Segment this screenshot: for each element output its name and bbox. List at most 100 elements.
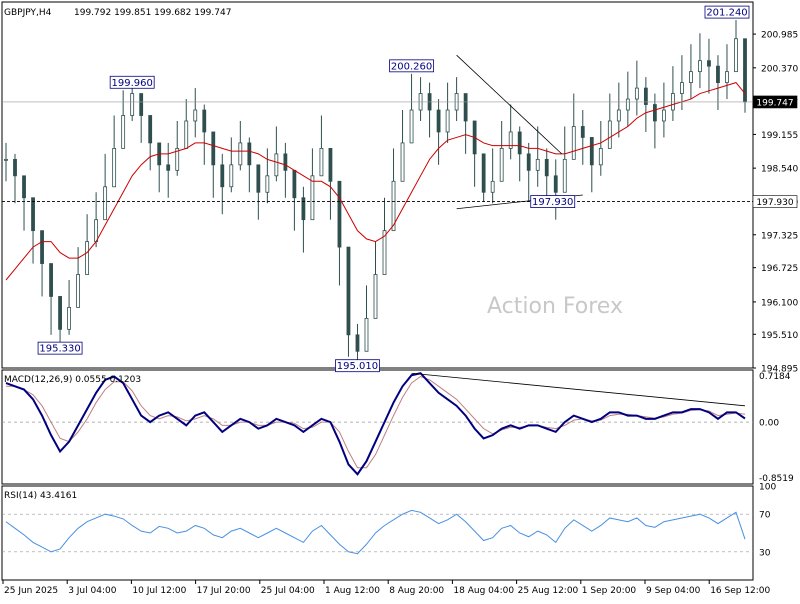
candle-body <box>229 164 234 188</box>
price-candle <box>157 142 162 193</box>
price-candle <box>671 66 675 121</box>
candle-body <box>508 131 513 149</box>
price-candle <box>400 110 405 182</box>
candle-body <box>346 246 351 336</box>
x-tick-label: 8 Aug 20:00 <box>389 586 444 596</box>
price-candle <box>580 110 585 165</box>
x-tick-label: 9 Sep 04:00 <box>646 586 701 596</box>
price-candle <box>436 99 441 165</box>
price-tick-label: 200.985 <box>761 31 798 41</box>
support-price-tag-text: 197.930 <box>756 198 793 208</box>
price-candle <box>445 82 450 143</box>
price-candle <box>58 296 62 345</box>
candle-body <box>175 147 180 171</box>
candle-body <box>4 158 8 161</box>
price-label-box <box>704 5 750 19</box>
price-candle <box>589 137 594 193</box>
price-extreme-label: 201.240 <box>704 5 750 19</box>
macd-trendline[interactable] <box>411 372 746 407</box>
candle-body <box>256 164 261 193</box>
price-candle <box>301 186 306 253</box>
price-trendline[interactable] <box>456 54 563 155</box>
candle-body <box>103 186 108 221</box>
price-candle <box>607 93 612 149</box>
chart-ohlc: 199.792 199.851 199.682 199.747 <box>74 8 231 18</box>
candle-body <box>355 334 360 352</box>
candle-body <box>625 98 630 111</box>
price-extreme-label: 200.260 <box>389 59 434 73</box>
price-candle <box>535 126 540 187</box>
price-candle <box>427 82 432 138</box>
rsi-pane-frame <box>1 485 754 581</box>
candle-body <box>220 164 225 188</box>
price-candle <box>409 73 414 144</box>
price-label-box <box>37 341 83 355</box>
candle-body <box>265 175 270 193</box>
candle-body <box>319 147 324 177</box>
price-candle <box>319 115 324 177</box>
moving-average-line <box>5 82 746 281</box>
candle-body <box>707 60 711 67</box>
candle-body <box>130 93 135 116</box>
price-label-text: 199.960 <box>111 78 152 89</box>
price-extreme-label: 195.330 <box>37 341 83 355</box>
candle-body <box>499 147 504 182</box>
x-tick-label: 3 Jul 04:00 <box>68 586 117 596</box>
price-candle <box>103 153 108 221</box>
price-label-text: 195.010 <box>337 361 378 372</box>
price-candle <box>22 175 26 231</box>
price-candle <box>418 77 423 121</box>
candle-body <box>680 82 684 94</box>
price-candle <box>680 55 684 111</box>
x-tick-label: 18 Aug 04:00 <box>453 586 514 596</box>
price-candle <box>364 285 369 352</box>
candle-body <box>553 175 558 193</box>
macd-tick-label: -0.8519 <box>759 474 794 484</box>
price-candle <box>643 77 648 132</box>
price-label-text: 200.260 <box>391 61 432 72</box>
price-candle <box>265 148 270 204</box>
price-candle <box>391 148 396 232</box>
candle-body <box>274 153 279 177</box>
candle-body <box>22 175 26 199</box>
candle-body <box>436 109 441 133</box>
price-candle <box>598 120 603 176</box>
price-candle <box>112 115 117 188</box>
price-candle <box>652 93 657 149</box>
current-price-tag-text: 199.747 <box>756 98 793 108</box>
price-candle <box>689 44 693 100</box>
macd-line <box>5 372 746 476</box>
chart-symbol: GBPJPY,H4 <box>4 8 52 18</box>
candle-body <box>184 120 189 149</box>
price-candle <box>130 88 135 121</box>
x-tick-label: 25 Jun 2025 <box>4 586 58 596</box>
price-label-box <box>335 359 380 373</box>
price-candle <box>562 126 567 193</box>
price-candle <box>661 82 666 138</box>
support-price-tag: 197.930 <box>752 195 798 208</box>
candle-body <box>382 230 387 275</box>
macd-title: MACD(12,26,9) 0.0555 0.1203 <box>4 375 141 385</box>
price-tick-label: 199.155 <box>761 131 798 141</box>
x-tick-label: 1 Aug 12:00 <box>325 586 380 596</box>
rsi-line <box>5 509 746 555</box>
price-candle <box>121 90 126 149</box>
price-label-text: 201.240 <box>706 8 747 19</box>
candle-body <box>571 126 576 160</box>
price-candle <box>716 55 720 111</box>
candle-body <box>535 158 540 171</box>
watermark: Action Forex <box>487 294 623 319</box>
candle-body <box>40 230 44 264</box>
price-label-box <box>389 59 434 73</box>
price-candle <box>571 93 576 160</box>
price-candle <box>634 60 639 116</box>
price-candle <box>76 247 80 308</box>
candle-body <box>238 142 243 166</box>
candle-body <box>85 241 90 275</box>
candle-body <box>734 38 738 73</box>
price-candle <box>247 137 252 193</box>
candle-body <box>400 142 405 182</box>
price-candle <box>463 93 468 154</box>
